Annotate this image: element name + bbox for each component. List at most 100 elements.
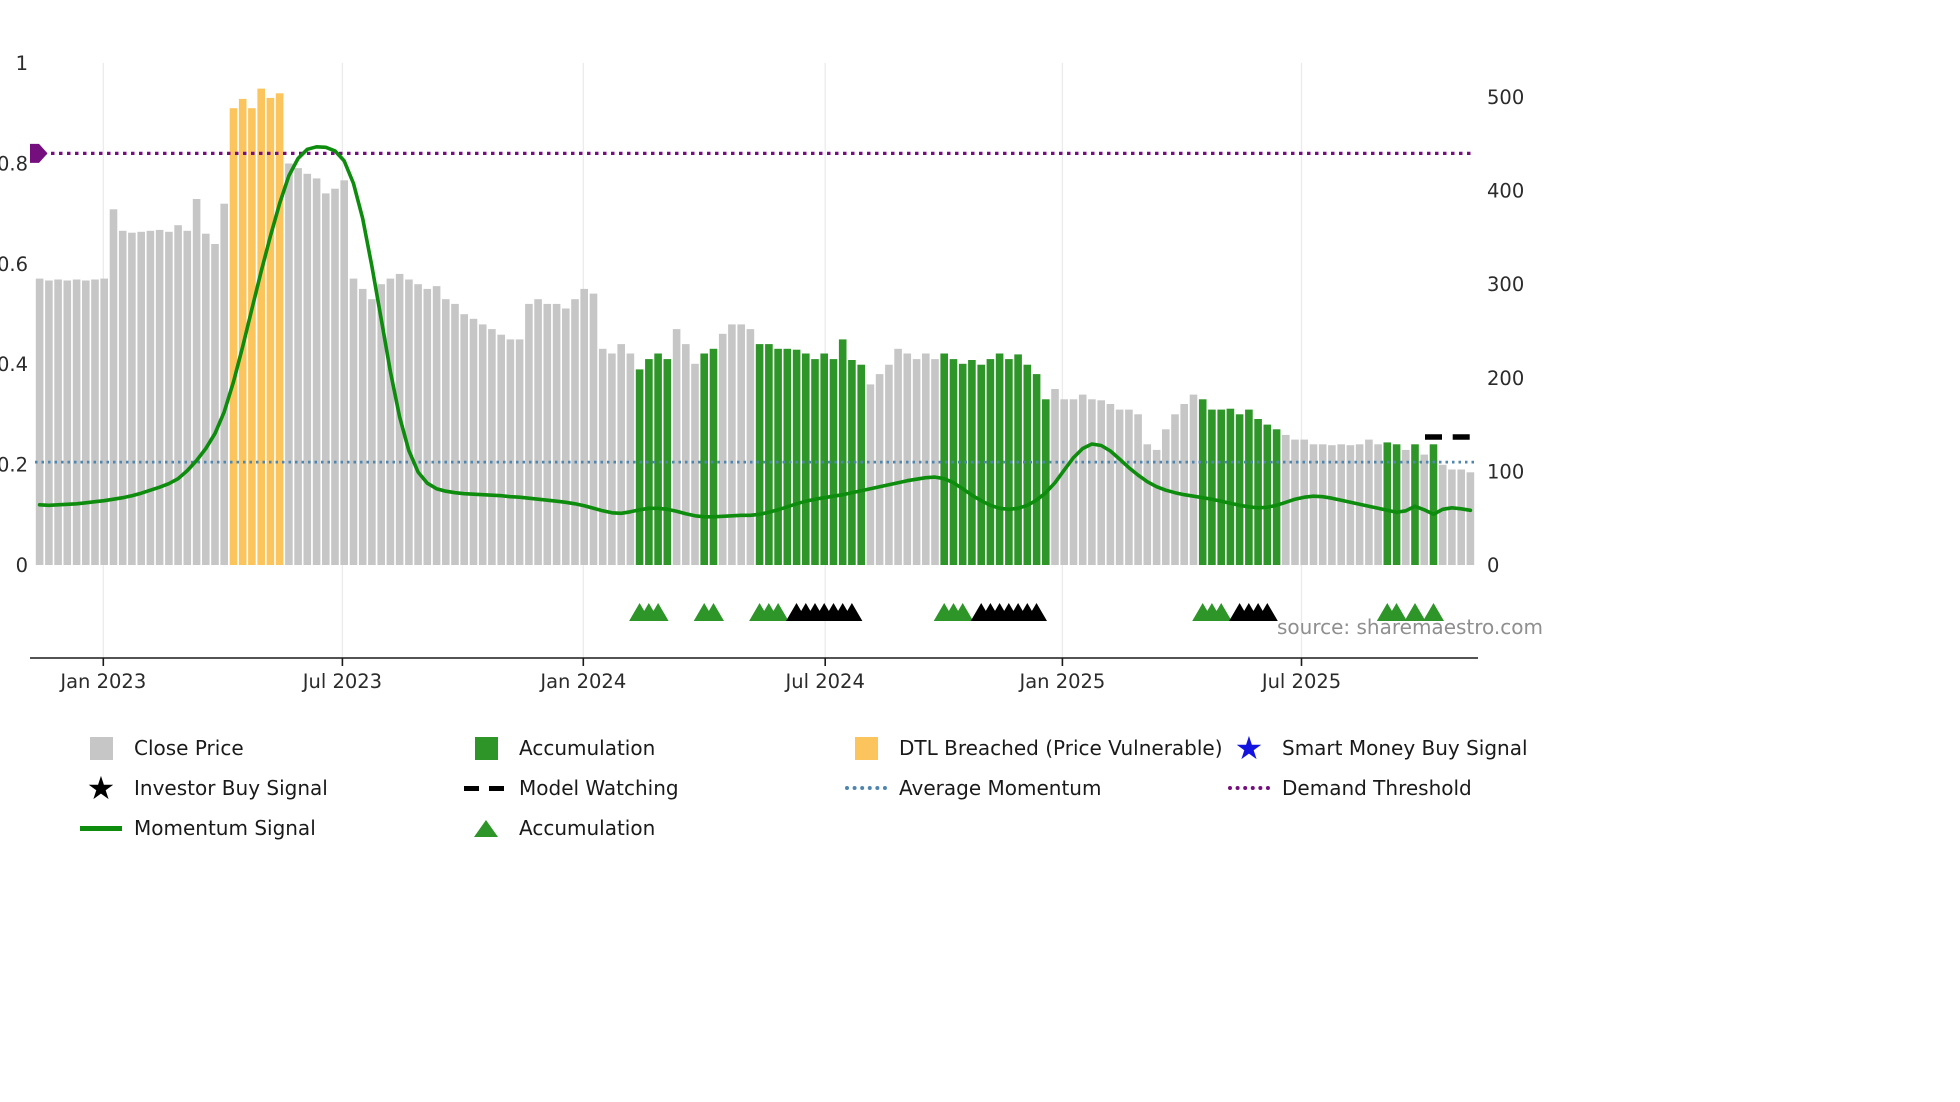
bar	[718, 333, 727, 565]
legend-label: Accumulation	[519, 816, 656, 840]
bar	[1051, 389, 1059, 565]
average-momentum-line-icon	[843, 786, 889, 790]
bar	[54, 279, 62, 565]
legend-item-accumulation-bar: Accumulation	[463, 732, 843, 764]
bar	[1005, 359, 1013, 565]
bar	[220, 203, 228, 565]
bar	[460, 314, 468, 565]
bar	[1374, 444, 1382, 565]
bar	[1235, 414, 1244, 565]
price-momentum-chart: Jan 2023 Jul 2023 Jan 2024 Jul 2024 Jan 2025…	[0, 52, 1543, 693]
legend-label: Accumulation	[519, 736, 656, 760]
bar	[525, 303, 533, 565]
bar	[580, 288, 588, 565]
bar	[1171, 414, 1179, 565]
bar	[340, 180, 348, 566]
bar	[1448, 469, 1456, 565]
svg-text:100: 100	[1487, 460, 1524, 483]
bar	[1162, 429, 1170, 565]
bar	[1383, 442, 1392, 565]
bar	[635, 369, 644, 565]
bar	[922, 353, 930, 565]
bar	[866, 384, 875, 565]
bar	[875, 374, 884, 565]
bar	[1180, 404, 1188, 565]
legend-label: Investor Buy Signal	[134, 776, 328, 800]
bar	[63, 280, 72, 565]
legend-label: Demand Threshold	[1282, 776, 1472, 800]
bar	[1318, 444, 1327, 565]
legend-item-investor-buy: ★ Investor Buy Signal	[78, 772, 463, 804]
bar	[783, 348, 792, 565]
svg-text:Jul 2023: Jul 2023	[301, 670, 382, 693]
bar	[1245, 409, 1253, 565]
accumulation-swatch	[463, 736, 509, 760]
svg-text:Jan 2025: Jan 2025	[1017, 670, 1105, 693]
bar	[1254, 419, 1262, 565]
bar	[515, 339, 524, 565]
bar	[322, 193, 330, 565]
bar	[405, 279, 413, 565]
bar	[91, 279, 99, 565]
source-caption: source: sharemaestro.com	[1277, 615, 1543, 639]
legend: Close Price Accumulation DTL Breached (P…	[78, 732, 1960, 844]
bar	[552, 303, 561, 565]
bar	[202, 233, 210, 565]
momentum-line	[37, 145, 1473, 519]
bar	[885, 364, 893, 565]
bar	[820, 353, 828, 565]
demand-threshold-marker	[30, 143, 48, 163]
bar	[1097, 400, 1105, 565]
bar	[1272, 429, 1281, 565]
bar	[1466, 472, 1475, 565]
svg-text:Jul 2025: Jul 2025	[1260, 670, 1341, 693]
legend-item-smart-money: ★ Smart Money Buy Signal	[1226, 732, 1656, 764]
accumulation-triangle-icon	[463, 819, 509, 837]
bar	[1226, 408, 1235, 565]
bar	[562, 308, 570, 565]
bar	[155, 229, 164, 565]
bar	[257, 88, 265, 565]
bar	[1115, 409, 1124, 565]
bar	[442, 299, 450, 565]
smart-money-star-icon: ★	[1234, 729, 1264, 767]
bar	[838, 339, 847, 565]
bar	[248, 108, 256, 565]
bar	[654, 353, 662, 565]
bar	[700, 353, 708, 565]
bar	[571, 299, 579, 565]
svg-text:0: 0	[16, 554, 28, 577]
demand-threshold-line-icon	[1226, 786, 1272, 790]
bar	[912, 359, 921, 565]
legend-label: Average Momentum	[899, 776, 1102, 800]
svg-text:500: 500	[1487, 86, 1524, 109]
bar	[285, 163, 293, 565]
bar	[1125, 409, 1133, 565]
bar	[469, 318, 478, 565]
bar	[1402, 449, 1410, 565]
bar	[1189, 394, 1198, 565]
svg-text:1: 1	[16, 52, 28, 75]
bar	[1208, 409, 1216, 565]
bar	[792, 349, 801, 565]
bar	[1346, 445, 1355, 565]
bar	[100, 278, 108, 565]
bar	[1106, 404, 1115, 565]
bar	[137, 231, 145, 566]
svg-text:0.2: 0.2	[0, 454, 28, 477]
bar	[746, 329, 755, 565]
svg-text:0.4: 0.4	[0, 353, 28, 376]
bar	[1023, 364, 1032, 565]
bar	[1088, 399, 1096, 565]
bar	[1042, 399, 1050, 565]
bar	[894, 348, 902, 565]
bar	[1282, 434, 1290, 565]
svg-text:400: 400	[1487, 180, 1524, 203]
svg-text:0.8: 0.8	[0, 152, 28, 175]
bar	[229, 108, 238, 565]
legend-item-momentum-signal: Momentum Signal	[78, 812, 463, 844]
bar	[368, 299, 376, 565]
bar	[506, 339, 515, 565]
legend-item-demand-threshold: Demand Threshold	[1226, 772, 1656, 804]
bar	[1078, 394, 1087, 565]
